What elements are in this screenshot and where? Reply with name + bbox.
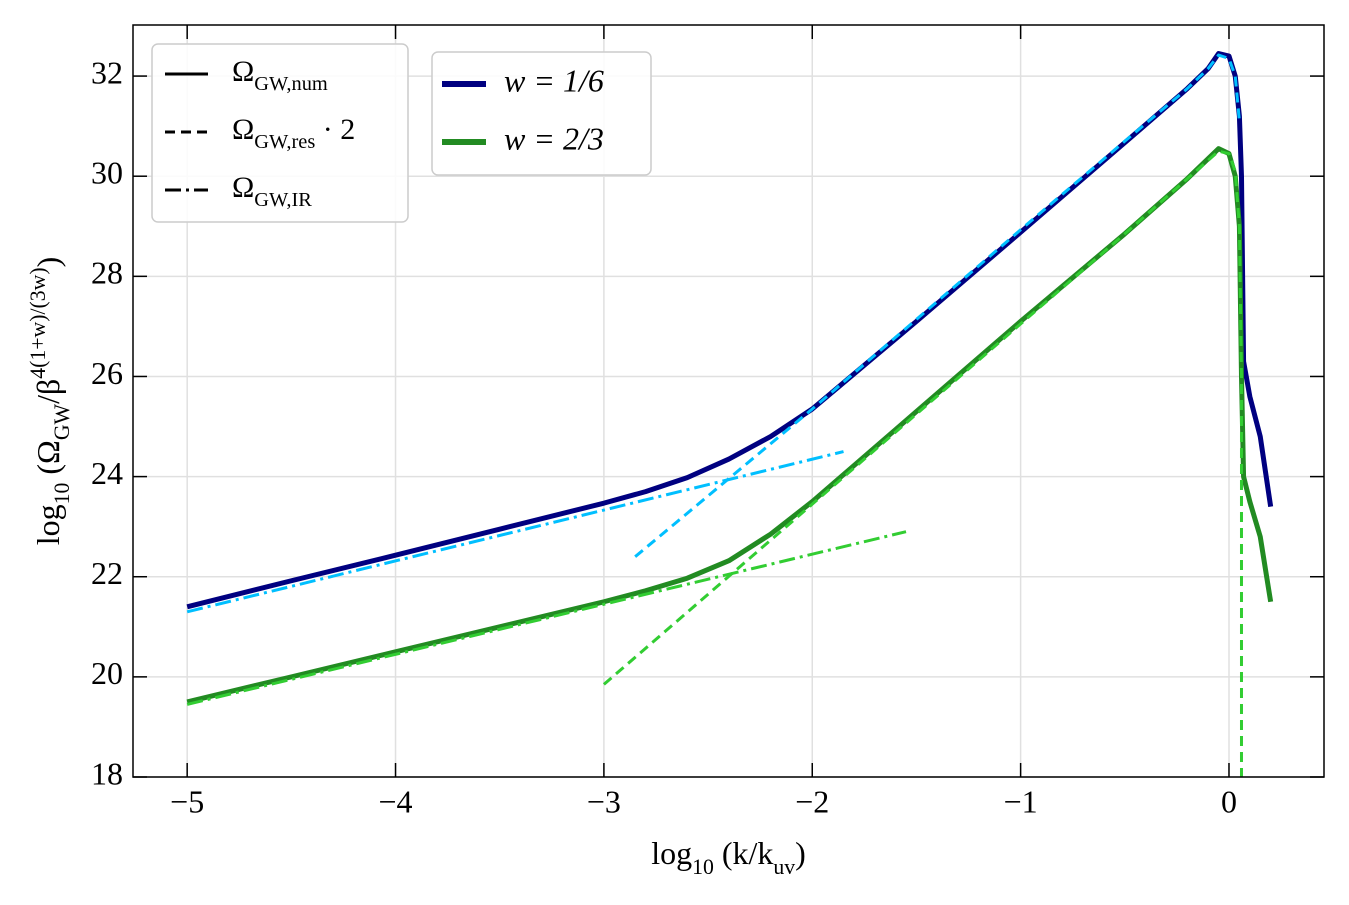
x-tick-label: 0 xyxy=(1221,783,1237,819)
series-line xyxy=(634,53,1241,558)
series-line xyxy=(602,149,1243,777)
legend-label: ΩGW,IR xyxy=(232,171,312,211)
y-tick-label: 30 xyxy=(91,155,123,191)
y-tick-label: 28 xyxy=(91,255,123,291)
legend-label-part: Ω xyxy=(232,113,254,146)
y-axis-label-part: 10 xyxy=(50,482,74,504)
plot-lines xyxy=(186,51,1274,777)
y-axis-label-part: log xyxy=(30,504,66,545)
y-tick-label: 22 xyxy=(91,555,123,591)
x-axis-label-part: log xyxy=(651,835,692,871)
legend-label-part: GW,num xyxy=(254,73,328,95)
y-tick-label: 26 xyxy=(91,355,123,391)
y-axis-label-part: 4(1+w)/(3w) xyxy=(26,267,50,378)
y-axis-label-part: GW xyxy=(50,403,74,440)
y-axis-label-part: ) xyxy=(30,257,66,268)
legend-label-part: GW,res xyxy=(254,131,315,153)
legend-label-part: Ω xyxy=(232,55,254,88)
x-tick-label: −3 xyxy=(587,783,621,819)
series-line xyxy=(186,530,907,706)
x-axis-label: log10 (k/kuv) xyxy=(651,835,806,879)
legend-label: w = 2/3 xyxy=(504,120,604,156)
series-line xyxy=(186,450,844,614)
ticks: −5 −4 −3 −2 −1 0 18 20 22 24 26 28 30 32 xyxy=(91,25,1324,819)
y-tick-label: 32 xyxy=(91,54,123,90)
y-tick-label: 18 xyxy=(91,755,123,791)
x-tick-label: −4 xyxy=(379,783,413,819)
x-axis-label-part: ) xyxy=(795,835,806,871)
legend-label-part: GW,IR xyxy=(254,189,312,211)
y-axis-label-part: /β xyxy=(30,379,66,404)
legend-box xyxy=(431,51,652,176)
x-tick-label: −5 xyxy=(170,783,204,819)
x-axis-label-part: uv xyxy=(773,855,795,879)
y-axis-label: log10 (ΩGW/β4(1+w)/(3w)) xyxy=(26,257,74,545)
plot-frame xyxy=(132,24,1325,778)
legend-label: ΩGW,num xyxy=(232,55,328,95)
legend-box xyxy=(151,43,409,223)
series-line xyxy=(186,51,1274,610)
legend-label-part: Ω xyxy=(232,171,254,204)
x-axis-label-part: 10 xyxy=(692,855,714,879)
legend-label: w = 1/6 xyxy=(504,62,604,98)
x-axis-label-part: (k/k xyxy=(714,835,774,871)
y-axis-label-part: (Ω xyxy=(30,440,66,482)
y-tick-label: 24 xyxy=(91,455,123,491)
x-tick-label: −2 xyxy=(795,783,829,819)
legend-label: ΩGW,res · 2 xyxy=(232,113,355,153)
x-tick-label: −1 xyxy=(1004,783,1038,819)
legend-label-part: · 2 xyxy=(315,113,355,146)
y-tick-label: 20 xyxy=(91,655,123,691)
